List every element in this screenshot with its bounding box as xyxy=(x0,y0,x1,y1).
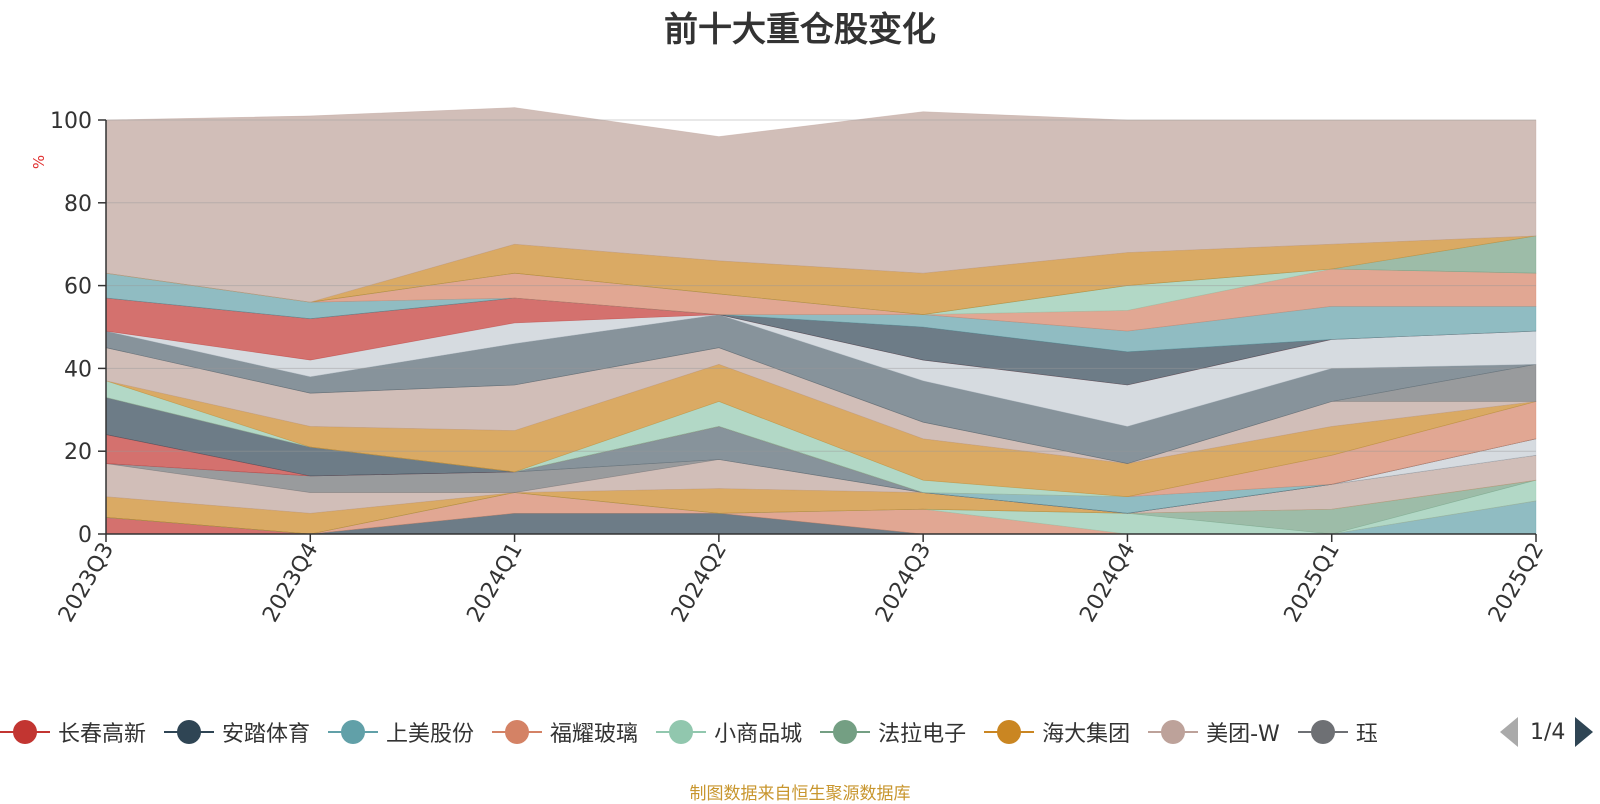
y-tick-label: 100 xyxy=(50,109,92,134)
legend-marker-dot xyxy=(341,720,366,744)
legend-item[interactable]: 法拉电子 xyxy=(820,716,966,748)
legend-marker-dot xyxy=(669,720,694,744)
x-tick-label: 2023Q4 xyxy=(258,539,323,627)
y-tick-group: 0 20 40 60 80 100 xyxy=(50,109,106,548)
legend-label: 海大集团 xyxy=(1042,722,1131,747)
legend-marker-dot xyxy=(177,720,202,744)
legend-item[interactable]: 小商品城 xyxy=(656,716,802,748)
legend-label: 法拉电子 xyxy=(878,722,967,747)
x-tick-label: 2025Q1 xyxy=(1280,539,1345,627)
legend-marker-dot xyxy=(997,720,1022,744)
legend: 长春高新 安踏体育 上美股份 福耀玻璃 小商品城 法拉电子 海大集团 美团-W 珏 1/4 xyxy=(0,712,1600,752)
x-tick-label: 2024Q3 xyxy=(871,539,936,627)
legend-next-icon[interactable] xyxy=(1575,717,1594,747)
legend-item[interactable]: 美团-W xyxy=(1148,716,1280,748)
legend-label: 安踏体育 xyxy=(222,722,311,747)
legend-marker-icon xyxy=(656,718,707,746)
area-series-29 xyxy=(105,107,1537,303)
legend-item[interactable]: 海大集团 xyxy=(984,716,1130,748)
legend-item[interactable]: 珏 xyxy=(1297,716,1378,748)
legend-item[interactable]: 福耀玻璃 xyxy=(492,716,638,748)
legend-marker-dot xyxy=(505,720,530,744)
legend-marker-icon xyxy=(0,718,50,746)
legend-label: 珏 xyxy=(1355,722,1378,747)
legend-marker-dot xyxy=(1310,720,1335,744)
legend-marker-icon xyxy=(164,718,215,746)
y-tick-label: 60 xyxy=(64,275,92,300)
x-tick-label: 2025Q2 xyxy=(1484,539,1549,627)
chart-title: 前十大重仓股变化 xyxy=(664,10,936,50)
y-tick-label: 40 xyxy=(64,357,92,382)
legend-item[interactable]: 长春高新 xyxy=(0,716,146,748)
legend-marker-dot xyxy=(13,720,37,744)
legend-label: 福耀玻璃 xyxy=(550,722,639,747)
legend-marker-icon xyxy=(328,718,379,746)
x-tick-label: 2024Q4 xyxy=(1075,539,1140,627)
y-tick-label: 0 xyxy=(78,523,92,548)
legend-marker-icon xyxy=(984,718,1035,746)
legend-track: 长春高新 安踏体育 上美股份 福耀玻璃 小商品城 法拉电子 海大集团 美团-W 珏 xyxy=(0,712,1480,752)
legend-item[interactable]: 上美股份 xyxy=(328,716,474,748)
y-tick-label: 80 xyxy=(64,192,92,217)
legend-marker-icon xyxy=(1148,718,1199,746)
y-tick-label: 20 xyxy=(64,440,92,465)
axes xyxy=(105,120,1536,535)
y-axis-unit-label: % xyxy=(30,155,48,169)
legend-label: 上美股份 xyxy=(386,722,475,747)
legend-prev-icon[interactable] xyxy=(1500,717,1518,747)
area-series-group xyxy=(105,107,1537,535)
legend-marker-icon xyxy=(820,718,871,746)
legend-label: 长春高新 xyxy=(58,722,147,747)
legend-marker-dot xyxy=(833,720,858,744)
legend-item[interactable]: 安踏体育 xyxy=(164,716,310,748)
grid-lines xyxy=(106,119,1536,452)
legend-pager: 1/4 xyxy=(1500,712,1594,752)
legend-marker-icon xyxy=(492,718,543,746)
legend-label: 小商品城 xyxy=(714,722,803,747)
x-tick-label: 2024Q2 xyxy=(667,539,732,627)
legend-page-indicator: 1/4 xyxy=(1530,719,1566,745)
legend-label: 美团-W xyxy=(1206,722,1280,747)
legend-marker-dot xyxy=(1161,720,1186,744)
x-tick-group: 2023Q3 2023Q4 2024Q1 2024Q2 2024Q3 2024Q4 2025… xyxy=(54,534,1549,627)
x-tick-label: 2024Q1 xyxy=(462,539,527,627)
source-footer: 制图数据来自恒生聚源数据库 xyxy=(689,784,911,804)
legend-clip: 长春高新 安踏体育 上美股份 福耀玻璃 小商品城 法拉电子 海大集团 美团-W 珏 xyxy=(0,712,1480,752)
x-tick-label: 2023Q3 xyxy=(54,539,119,627)
legend-marker-icon xyxy=(1297,718,1348,746)
